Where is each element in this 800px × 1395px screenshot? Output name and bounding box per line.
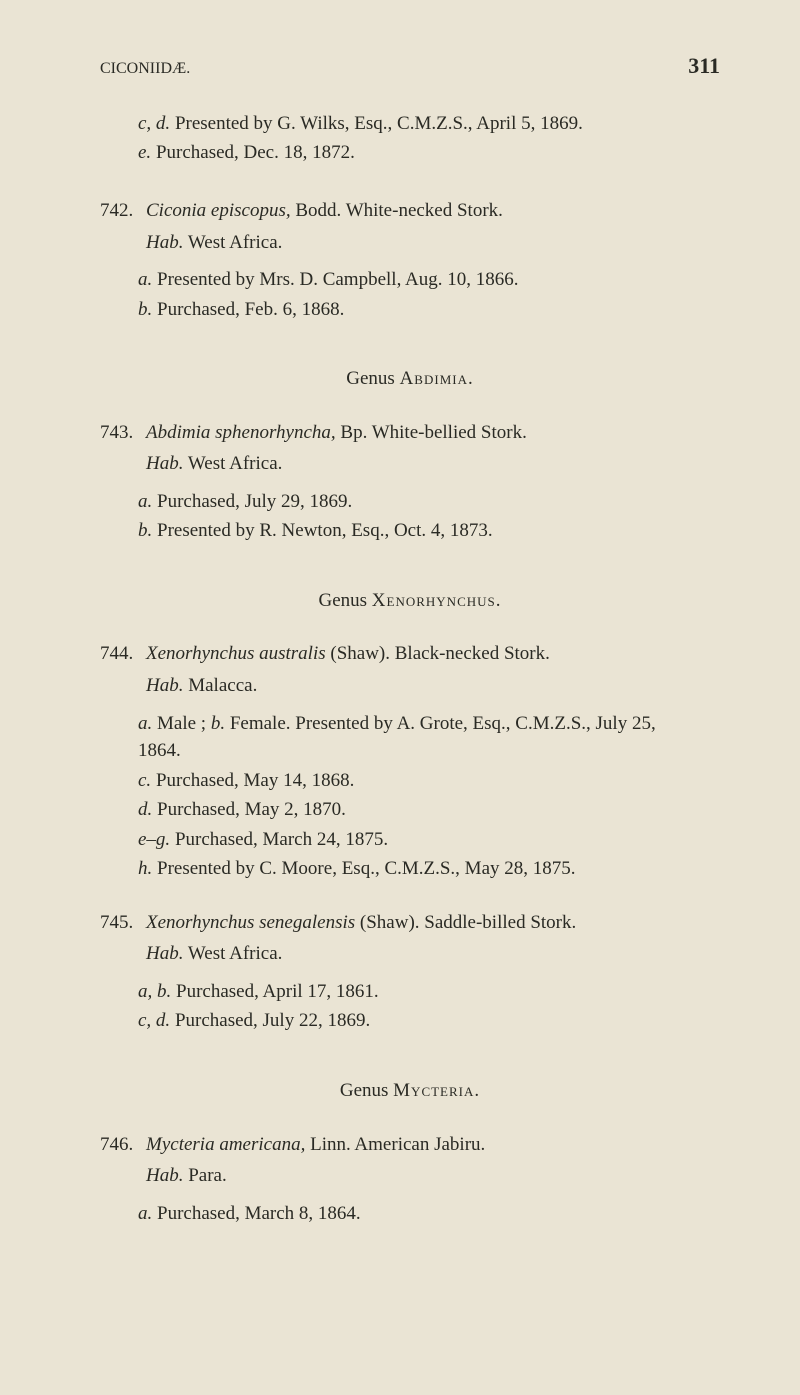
genus-heading: Genus Abdimia. (100, 365, 720, 393)
species-name: Ciconia episcopus, (146, 200, 291, 221)
genus-pre: Genus (346, 368, 399, 389)
hab-label: Hab. (146, 943, 183, 964)
entry-742: 742. Ciconia episcopus, Bodd. White-neck… (100, 197, 720, 323)
sub-text: Purchased, July 29, 1869. (152, 491, 352, 512)
sub-text: Presented by R. Newton, Esq., Oct. 4, 18… (152, 520, 492, 541)
entry-title-rest: Bodd. White-necked Stork. (291, 200, 503, 221)
sub-text: Purchased, May 2, 1870. (152, 799, 346, 820)
sub-letter: a. (138, 491, 152, 512)
sub-letter: b. (211, 713, 225, 734)
hab-text: Malacca. (183, 675, 257, 696)
entry-number: 746. (100, 1131, 146, 1159)
entry-746: 746. Mycteria americana, Linn. American … (100, 1131, 720, 1228)
entry-number: 744. (100, 640, 146, 668)
page-header: CICONIIDÆ. 311 (100, 50, 720, 82)
genus-name: Xenorhynchus. (372, 590, 502, 611)
sub-text: Purchased, March 8, 1864. (152, 1203, 360, 1224)
sub-letter: a. (138, 1203, 152, 1224)
sub-letter: a. (138, 713, 152, 734)
sub-letter: d. (138, 799, 152, 820)
sub-letter: c, d. (138, 113, 170, 134)
hab-label: Hab. (146, 232, 183, 253)
hab-label: Hab. (146, 675, 183, 696)
hab-label: Hab. (146, 1165, 183, 1186)
sub-text: Male ; (152, 713, 211, 734)
entry-title-rest: Bp. White-bellied Stork. (336, 422, 527, 443)
sub-line: b. Presented by R. Newton, Esq., Oct. 4,… (138, 517, 720, 545)
entry-title-rest: (Shaw). Saddle-billed Stork. (355, 912, 576, 933)
sub-text: Purchased, March 24, 1875. (170, 829, 388, 850)
species-name: Abdimia sphenorhyncha, (146, 422, 336, 443)
genus-heading: Genus Xenorhynchus. (100, 587, 720, 615)
sub-line: a, b. Purchased, April 17, 1861. (138, 978, 720, 1006)
entry-title-rest: Linn. American Jabiru. (305, 1134, 485, 1155)
genus-pre: Genus (318, 590, 371, 611)
sub-letter: a, b. (138, 981, 171, 1002)
sub-line: c, d. Purchased, July 22, 1869. (138, 1007, 720, 1035)
page: CICONIIDÆ. 311 c, d. Presented by G. Wil… (0, 0, 800, 1309)
entry-745: 745. Xenorhynchus senegalensis (Shaw). S… (100, 909, 720, 1035)
sub-line: a. Presented by Mrs. D. Campbell, Aug. 1… (138, 266, 720, 294)
entry-743: 743. Abdimia sphenorhyncha, Bp. White-be… (100, 419, 720, 545)
sub-letter: h. (138, 858, 152, 879)
sub-text: Purchased, Feb. 6, 1868. (152, 299, 344, 320)
running-head: CICONIIDÆ. (100, 57, 190, 80)
sub-line: e–g. Purchased, March 24, 1875. (138, 826, 720, 854)
entry-number: 745. (100, 909, 146, 937)
sub-text: Purchased, April 17, 1861. (171, 981, 378, 1002)
entry-number: 743. (100, 419, 146, 447)
sub-letter: a. (138, 269, 152, 290)
sub-text: Presented by G. Wilks, Esq., C.M.Z.S., A… (170, 113, 583, 134)
entry-title-rest: (Shaw). Black-necked Stork. (326, 643, 550, 664)
hab-label: Hab. (146, 453, 183, 474)
sub-text: Purchased, May 14, 1868. (151, 770, 354, 791)
sub-line: a. Male ; b. Female. Presented by A. Gro… (138, 710, 720, 765)
sub-letter: b. (138, 520, 152, 541)
sub-letter: e–g. (138, 829, 170, 850)
genus-heading: Genus Mycteria. (100, 1077, 720, 1105)
sub-letter: c, d. (138, 1010, 170, 1031)
genus-name: Abdimia. (400, 368, 474, 389)
sub-line: a. Purchased, July 29, 1869. (138, 488, 720, 516)
sub-line: h. Presented by C. Moore, Esq., C.M.Z.S.… (138, 855, 720, 883)
sub-line: c, d. Presented by G. Wilks, Esq., C.M.Z… (138, 110, 720, 138)
sub-line: b. Purchased, Feb. 6, 1868. (138, 296, 720, 324)
hab-text: West Africa. (183, 943, 282, 964)
sub-text: Presented by Mrs. D. Campbell, Aug. 10, … (152, 269, 518, 290)
sub-letter: c. (138, 770, 151, 791)
genus-name: Mycteria. (393, 1080, 480, 1101)
entry-number: 742. (100, 197, 146, 225)
species-name: Xenorhynchus senegalensis (146, 912, 355, 933)
species-name: Mycteria americana, (146, 1134, 305, 1155)
sub-letter: b. (138, 299, 152, 320)
sub-text: Purchased, Dec. 18, 1872. (151, 142, 355, 163)
entry-744: 744. Xenorhynchus australis (Shaw). Blac… (100, 640, 720, 882)
page-number: 311 (688, 50, 720, 82)
sub-line: d. Purchased, May 2, 1870. (138, 796, 720, 824)
sub-line: e. Purchased, Dec. 18, 1872. (138, 139, 720, 167)
top-sub-block: c, d. Presented by G. Wilks, Esq., C.M.Z… (100, 110, 720, 167)
species-name: Xenorhynchus australis (146, 643, 326, 664)
sub-letter: e. (138, 142, 151, 163)
hab-text: West Africa. (183, 232, 282, 253)
sub-text: Presented by C. Moore, Esq., C.M.Z.S., M… (152, 858, 575, 879)
genus-pre: Genus (340, 1080, 393, 1101)
sub-text: Purchased, July 22, 1869. (170, 1010, 370, 1031)
hab-text: West Africa. (183, 453, 282, 474)
hab-text: Para. (183, 1165, 226, 1186)
sub-line: c. Purchased, May 14, 1868. (138, 767, 720, 795)
sub-line: a. Purchased, March 8, 1864. (138, 1200, 720, 1228)
